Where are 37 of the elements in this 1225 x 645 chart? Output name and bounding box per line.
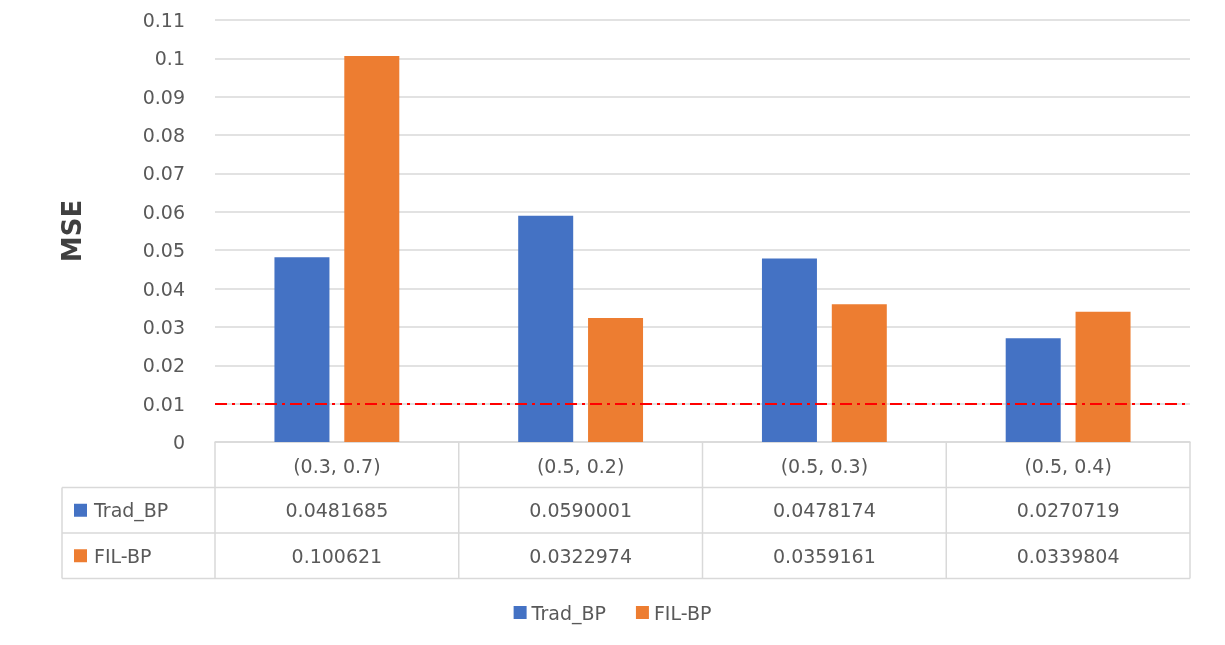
data-label: 0.0322974	[529, 544, 632, 567]
y-tick-label: 0.06	[142, 200, 185, 223]
data-label: 0.0481685	[285, 499, 389, 522]
y-tick-label: 0.11	[142, 9, 185, 31]
x-tick-label: (0.5, 0.3)	[780, 454, 869, 477]
y-tick-label: 0.04	[142, 277, 185, 300]
bar	[1075, 311, 1131, 442]
bar	[588, 318, 644, 442]
text: FIL-BP	[94, 544, 152, 567]
legend-label: Trad_BP	[93, 499, 169, 523]
x-tick-label: (0.5, 0.4)	[1024, 454, 1112, 477]
bar	[344, 55, 400, 442]
y-tick-label: 0.1	[154, 47, 185, 70]
y-tick-label: 0	[172, 431, 185, 453]
y-tick-label: 0.02	[142, 354, 185, 377]
bar	[518, 215, 574, 442]
text: Trad_BP	[531, 601, 606, 624]
y-tick-label: 0.01	[142, 392, 185, 415]
bar	[761, 258, 817, 442]
data-label: 0.100621	[291, 544, 383, 567]
x-tick-label: (0.5, 0.2)	[536, 454, 625, 477]
data-label: 0.0270719	[1016, 499, 1120, 522]
bar	[831, 304, 887, 442]
y-tick-label: 0.08	[142, 124, 185, 147]
bar	[274, 257, 330, 442]
bar	[1005, 338, 1061, 442]
data-label: 0.0359161	[773, 544, 876, 567]
data-label: 0.0339804	[1016, 544, 1120, 567]
y-axis-title: MSE	[57, 199, 87, 263]
y-tick-label: 0.07	[142, 162, 185, 185]
data-label: 0.0590001	[529, 499, 632, 522]
legend-label: FIL-BP	[653, 601, 712, 624]
y-tick-label: 0.09	[142, 85, 185, 108]
data-label: 0.0478174	[773, 499, 876, 522]
y-tick-label: 0.05	[142, 239, 185, 262]
x-tick-label: (0.3, 0.7)	[293, 454, 381, 477]
y-tick-label: 0.03	[142, 315, 185, 338]
